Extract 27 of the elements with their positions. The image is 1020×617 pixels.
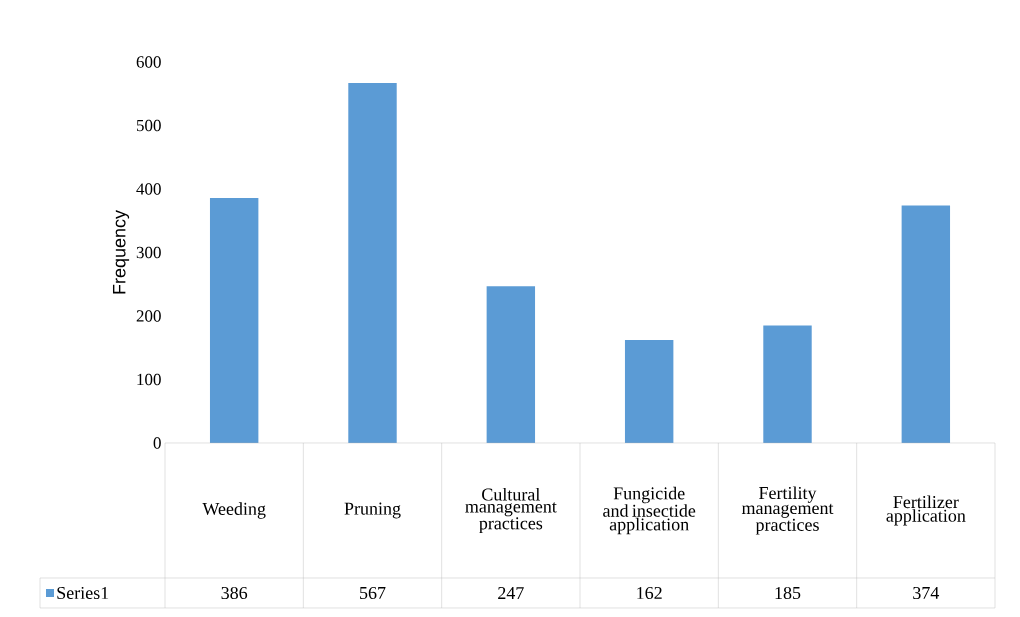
x-tick-label: Fertility management practices	[741, 486, 834, 535]
bar	[486, 286, 536, 443]
y-tick-label: 500	[136, 119, 161, 132]
y-axis-title: Frequency	[112, 210, 130, 294]
bar	[624, 340, 674, 443]
y-tick-label: 200	[136, 310, 161, 322]
bar	[348, 82, 397, 443]
y-tick-label: 300	[136, 246, 161, 259]
x-tick-label: Fertilizer application	[886, 495, 966, 526]
x-tick-label: Pruning	[344, 502, 401, 519]
x-tick-label: Weeding	[202, 502, 266, 519]
data-label: 386	[221, 586, 248, 600]
bar	[901, 205, 951, 443]
y-tick-label: 100	[137, 373, 161, 386]
data-label: 567	[360, 586, 386, 600]
y-tick-label: 600	[136, 56, 161, 68]
bar	[209, 197, 259, 443]
y-tick-label: 0	[153, 437, 161, 449]
bar	[763, 325, 812, 443]
x-tick-label: Fungicide and insectide application	[603, 486, 696, 535]
y-tick-label: 400	[136, 183, 161, 195]
x-tick-label: Cultural management practices	[465, 487, 557, 534]
legend-label: Series1	[57, 586, 109, 600]
data-label: 374	[913, 586, 940, 600]
data-label: 247	[498, 587, 524, 599]
data-label: 162	[637, 586, 662, 600]
data-label: 185	[775, 586, 801, 600]
